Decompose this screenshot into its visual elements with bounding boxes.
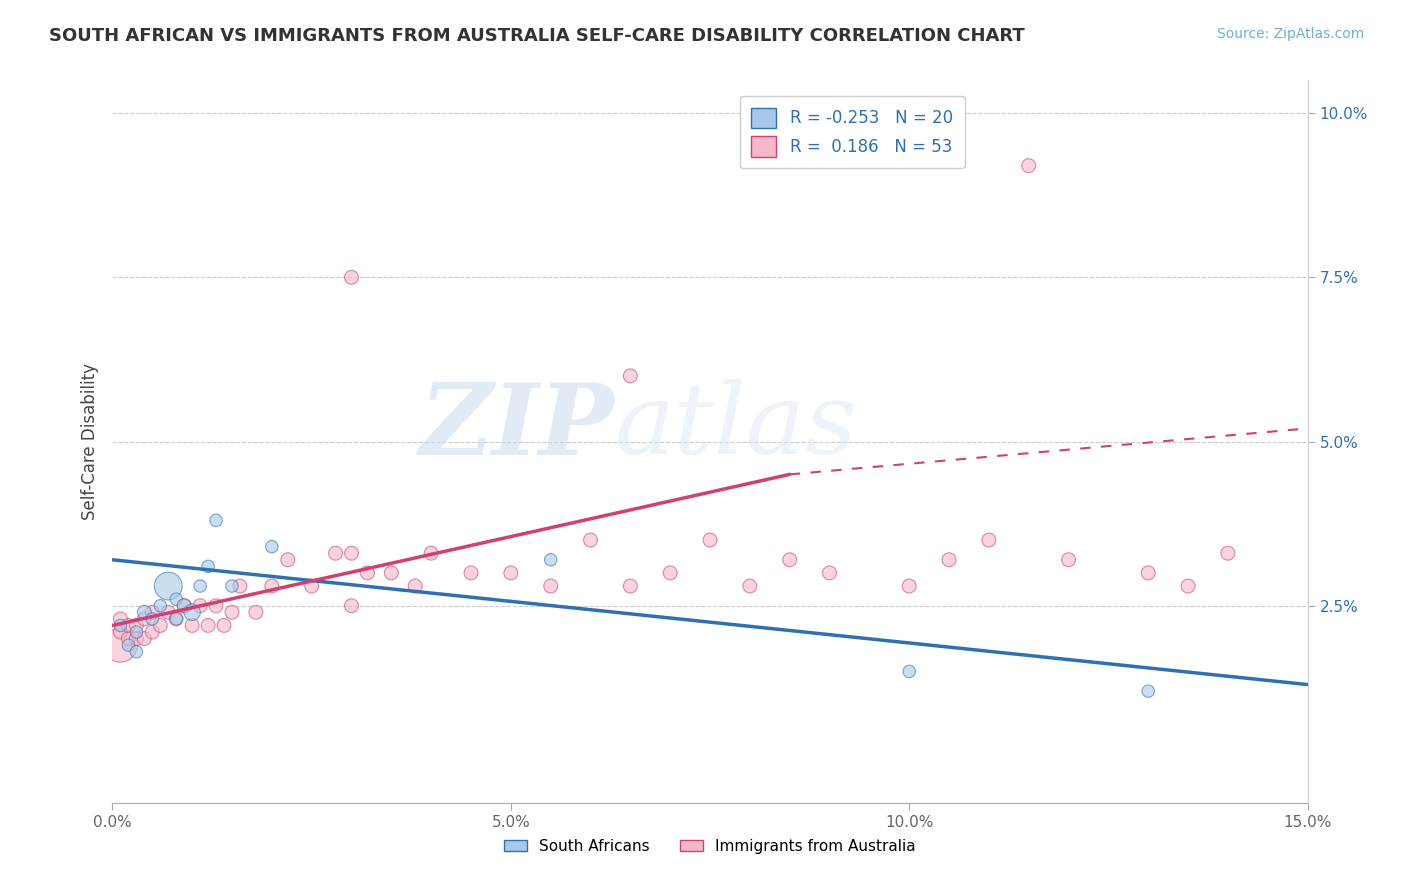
Point (149, 618, 172, 632)
Point (699, 533, 721, 547)
Point (110, 618, 132, 632)
Point (579, 533, 602, 547)
Point (165, 612, 187, 626)
Point (1216, 546, 1239, 560)
Point (125, 618, 148, 632)
Point (245, 605, 267, 619)
Point (738, 579, 761, 593)
Point (173, 599, 195, 613)
Point (229, 579, 252, 593)
Point (1057, 553, 1080, 567)
Point (260, 540, 283, 554)
Point (1137, 566, 1160, 580)
Point (340, 599, 363, 613)
Point (356, 566, 378, 580)
Point (141, 612, 163, 626)
Point (340, 546, 363, 560)
Point (221, 579, 243, 593)
Point (134, 632, 156, 646)
Point (977, 533, 1000, 547)
Point (141, 605, 163, 619)
Point (404, 579, 426, 593)
Point (659, 566, 682, 580)
Point (110, 625, 132, 640)
Point (779, 553, 801, 567)
Point (157, 579, 180, 593)
Point (125, 625, 148, 640)
Point (499, 566, 522, 580)
Point (212, 618, 235, 632)
Point (301, 579, 323, 593)
Point (205, 599, 228, 613)
Point (125, 645, 148, 659)
Point (340, 270, 363, 285)
Text: Source: ZipAtlas.com: Source: ZipAtlas.com (1216, 27, 1364, 41)
Point (1177, 579, 1199, 593)
Point (117, 632, 139, 646)
Point (110, 612, 132, 626)
Point (141, 625, 163, 640)
Legend: South Africans, Immigrants from Australia: South Africans, Immigrants from Australi… (498, 833, 922, 860)
Point (260, 579, 283, 593)
Point (197, 618, 219, 632)
Point (460, 566, 482, 580)
Point (165, 612, 187, 626)
Point (898, 579, 921, 593)
Point (325, 546, 347, 560)
Point (134, 605, 156, 619)
Point (149, 599, 172, 613)
Point (619, 579, 641, 593)
Point (1137, 684, 1160, 698)
Point (540, 579, 562, 593)
Text: ZIP: ZIP (419, 379, 614, 475)
Point (221, 605, 243, 619)
Point (125, 632, 148, 646)
Point (619, 368, 641, 383)
Point (117, 618, 139, 632)
Point (277, 553, 299, 567)
Point (188, 579, 211, 593)
Text: atlas: atlas (614, 379, 858, 475)
Point (938, 553, 960, 567)
Point (540, 553, 562, 567)
Point (380, 566, 402, 580)
Point (197, 559, 219, 574)
Point (165, 592, 187, 607)
Point (205, 513, 228, 527)
Text: SOUTH AFRICAN VS IMMIGRANTS FROM AUSTRALIA SELF-CARE DISABILITY CORRELATION CHAR: SOUTH AFRICAN VS IMMIGRANTS FROM AUSTRAL… (49, 27, 1025, 45)
Point (181, 618, 204, 632)
Point (1018, 159, 1040, 173)
Point (117, 638, 139, 652)
Point (818, 566, 841, 580)
Point (173, 599, 195, 613)
Point (420, 546, 443, 560)
Point (157, 605, 180, 619)
Point (181, 605, 204, 619)
Point (134, 612, 156, 626)
Point (188, 599, 211, 613)
Point (110, 638, 132, 652)
Point (898, 665, 921, 679)
Y-axis label: Self-Care Disability: Self-Care Disability (80, 363, 98, 520)
